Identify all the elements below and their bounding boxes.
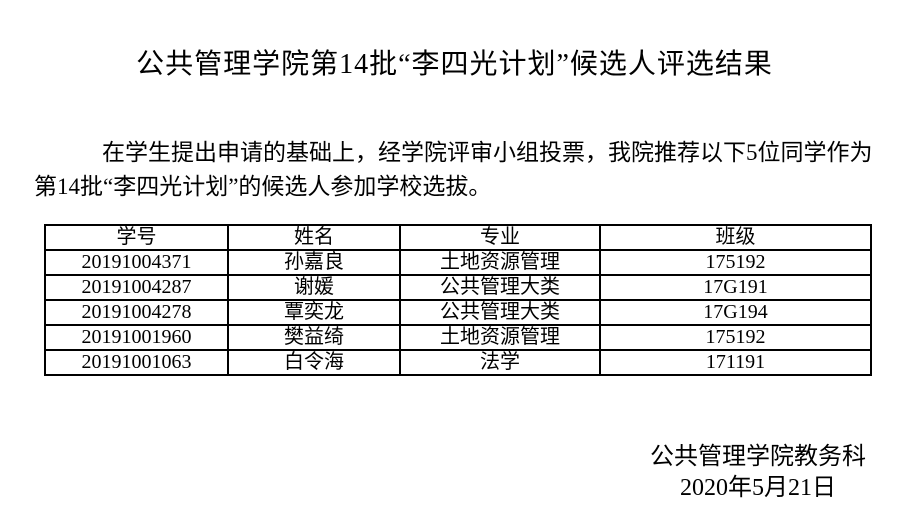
- signature-department: 公共管理学院教务科: [650, 444, 866, 470]
- body-paragraph: 在学生提出申请的基础上，经学院评审小组投票，我院推荐以下5位同学作为第14批“李…: [34, 140, 873, 199]
- table-row: 20191001063 白令海 法学 171191: [44, 349, 872, 376]
- cell-class: 175192: [599, 249, 872, 276]
- cell-student-id: 20191001063: [44, 349, 229, 376]
- cell-class: 17G191: [599, 274, 872, 301]
- table-row: 20191001960 樊益绮 土地资源管理 175192: [44, 324, 872, 351]
- cell-student-id: 20191004278: [44, 299, 229, 326]
- cell-name: 谢媛: [227, 274, 401, 301]
- table-row: 20191004371 孙嘉良 土地资源管理 175192: [44, 249, 872, 276]
- results-table: 学号 姓名 专业 班级 20191004371 孙嘉良 土地资源管理 17519…: [44, 224, 872, 376]
- signature-date: 2020年5月21日: [680, 475, 836, 501]
- cell-name: 孙嘉良: [227, 249, 401, 276]
- header-major: 专业: [399, 224, 601, 251]
- header-name: 姓名: [227, 224, 401, 251]
- cell-major: 土地资源管理: [399, 249, 601, 276]
- cell-class: 175192: [599, 324, 872, 351]
- table-row: 20191004278 覃奕龙 公共管理大类 17G194: [44, 299, 872, 326]
- cell-major: 公共管理大类: [399, 299, 601, 326]
- document-title: 公共管理学院第14批“李四光计划”候选人评选结果: [136, 49, 773, 80]
- cell-major: 公共管理大类: [399, 274, 601, 301]
- cell-name: 樊益绮: [227, 324, 401, 351]
- cell-class: 171191: [599, 349, 872, 376]
- header-student-id: 学号: [44, 224, 229, 251]
- header-class: 班级: [599, 224, 872, 251]
- cell-major: 土地资源管理: [399, 324, 601, 351]
- cell-name: 白令海: [227, 349, 401, 376]
- cell-name: 覃奕龙: [227, 299, 401, 326]
- table-row: 20191004287 谢媛 公共管理大类 17G191: [44, 274, 872, 301]
- cell-class: 17G194: [599, 299, 872, 326]
- signature-block: 公共管理学院教务科 2020年5月21日: [640, 442, 876, 504]
- cell-student-id: 20191004371: [44, 249, 229, 276]
- cell-major: 法学: [399, 349, 601, 376]
- cell-student-id: 20191004287: [44, 274, 229, 301]
- cell-student-id: 20191001960: [44, 324, 229, 351]
- table-header-row: 学号 姓名 专业 班级: [44, 224, 872, 251]
